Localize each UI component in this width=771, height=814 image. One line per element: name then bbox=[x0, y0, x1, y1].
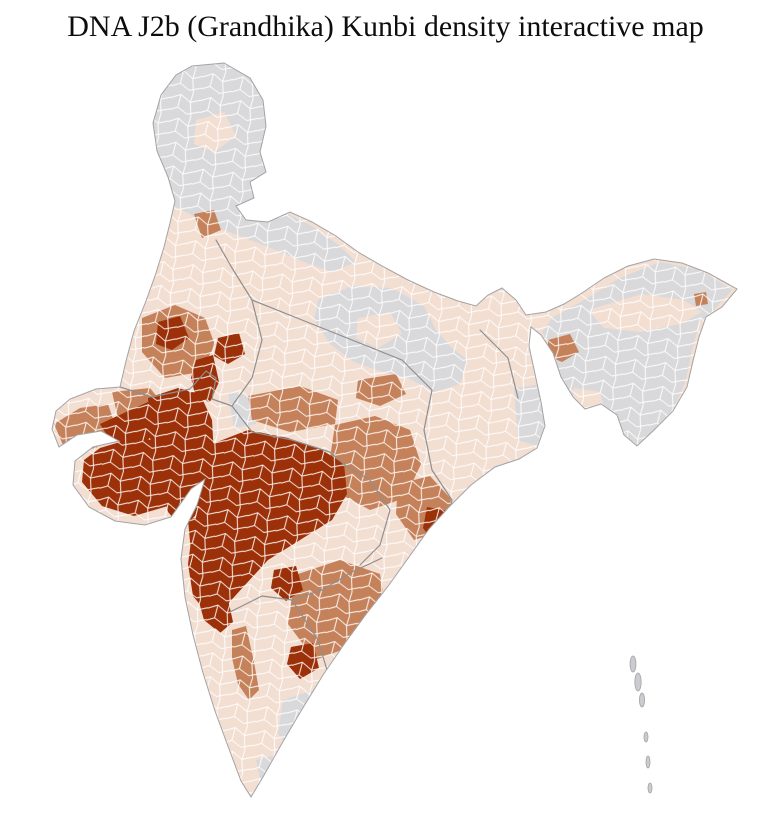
page-title: DNA J2b (Grandhika) Kunbi density intera… bbox=[67, 10, 704, 43]
andaman-nicobar-islands[interactable] bbox=[629, 655, 653, 794]
island[interactable] bbox=[647, 782, 653, 794]
island[interactable] bbox=[629, 655, 637, 673]
island[interactable] bbox=[643, 731, 649, 743]
island[interactable] bbox=[645, 755, 651, 769]
island[interactable] bbox=[639, 692, 646, 708]
island[interactable] bbox=[634, 672, 642, 692]
region-far-south-high-dot[interactable] bbox=[279, 755, 297, 777]
district-borders-overlay bbox=[52, 63, 737, 797]
